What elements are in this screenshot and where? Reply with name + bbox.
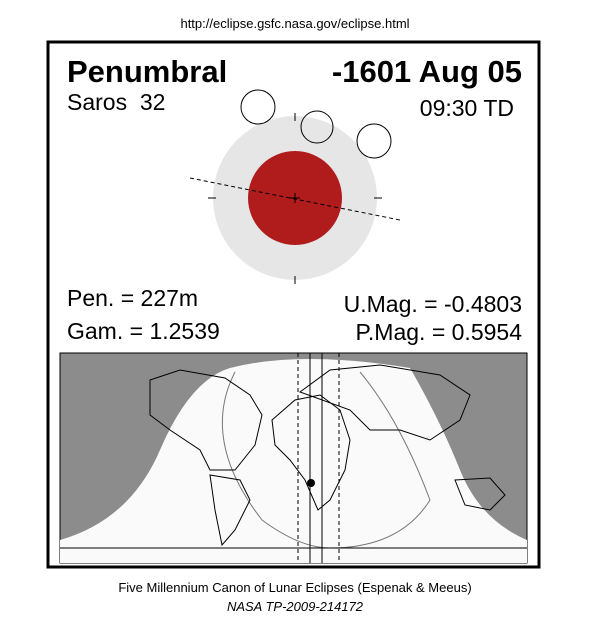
- eclipse-type: Penumbral: [67, 54, 227, 89]
- saros: Saros 32: [67, 89, 165, 115]
- source-url: http://eclipse.gsfc.nasa.gov/eclipse.htm…: [180, 16, 409, 31]
- credit: Five Millennium Canon of Lunar Eclipses …: [118, 580, 471, 595]
- penumbral-magnitude: P.Mag. = 0.5954: [356, 319, 523, 345]
- gamma: Gam. = 1.2539: [67, 318, 220, 344]
- moon-3: [356, 123, 392, 159]
- umbral-magnitude: U.Mag. = -0.4803: [344, 291, 522, 317]
- eclipse-date: -1601 Aug 05: [332, 54, 522, 89]
- world-map: [59, 352, 528, 564]
- axis-ticks: [208, 113, 382, 284]
- moon-2: [300, 110, 334, 144]
- pen-duration: Pen. = 227m: [67, 285, 198, 311]
- time: 09:30 TD: [420, 95, 514, 121]
- reference: NASA TP-2009-214172: [227, 599, 364, 614]
- moon-1: [240, 89, 276, 125]
- contact-lines: [297, 353, 340, 563]
